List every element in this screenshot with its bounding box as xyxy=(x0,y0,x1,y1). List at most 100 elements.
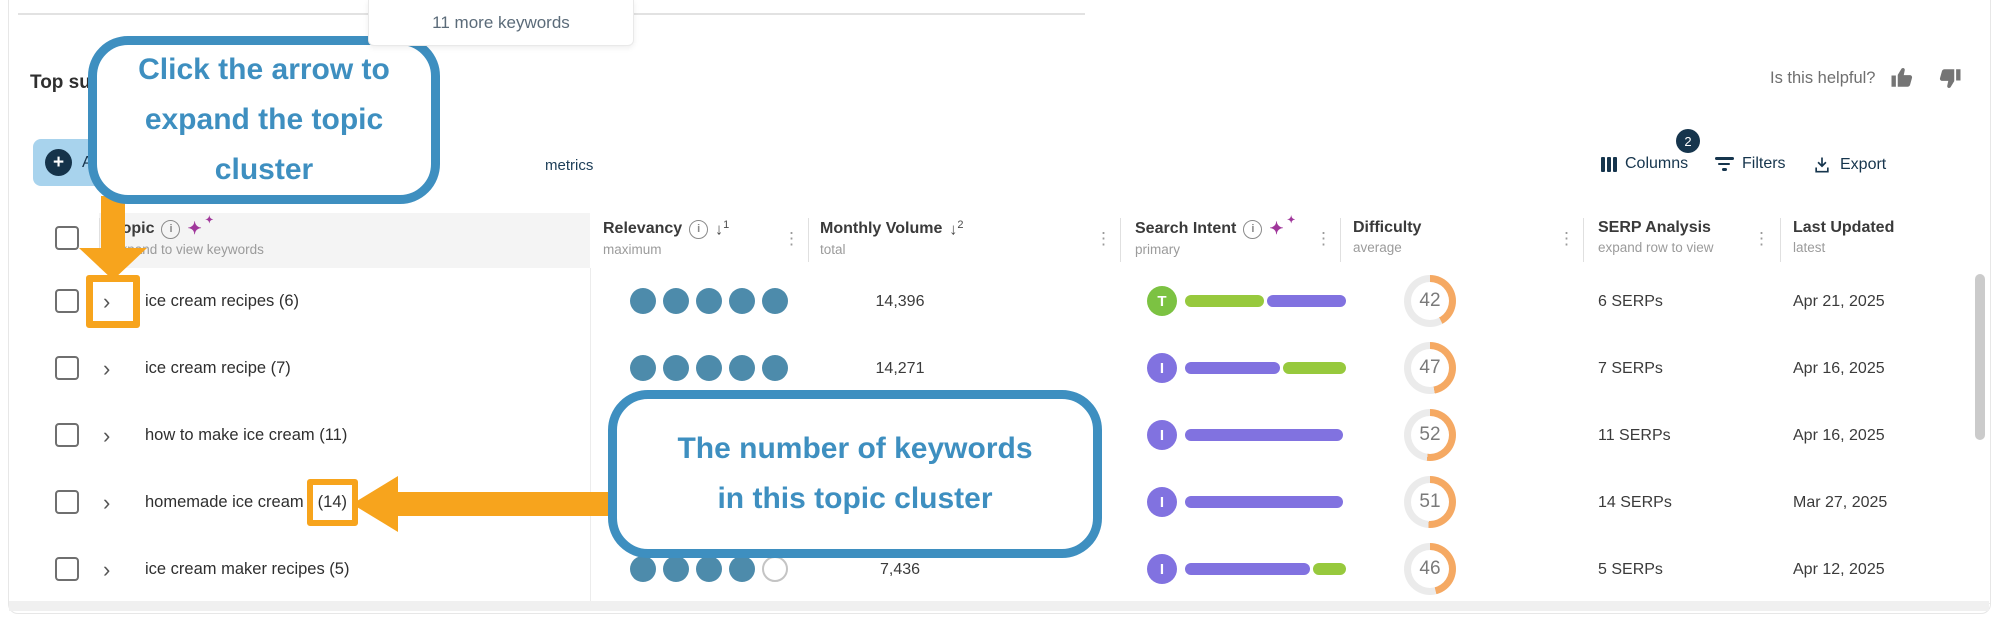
difficulty-donut: 47 xyxy=(1404,342,1456,394)
topic-label[interactable]: how to make ice cream (11) xyxy=(145,426,348,444)
columns-button[interactable]: Columns xyxy=(1601,155,1688,173)
thumbs-up-icon[interactable] xyxy=(1889,63,1919,93)
info-icon[interactable]: i xyxy=(1243,219,1263,239)
relevancy-dot-filled xyxy=(696,288,722,314)
card-border xyxy=(8,0,1991,614)
export-button[interactable]: Export xyxy=(1812,155,1886,175)
row-checkbox[interactable] xyxy=(55,356,79,380)
relevancy-dot-filled xyxy=(663,355,689,381)
topic-label[interactable]: ice cream maker recipes (5) xyxy=(145,560,350,578)
filter-icon xyxy=(1714,157,1734,171)
helpful-label: Is this helpful? xyxy=(1770,68,1876,87)
updated-date: Mar 27, 2025 xyxy=(1793,493,1888,511)
expand-chevron-icon[interactable]: › xyxy=(103,556,111,582)
keyword-count-highlight-box: (14) xyxy=(306,479,358,526)
relevancy-dot-filled xyxy=(729,556,755,582)
relevancy-dot-filled xyxy=(630,556,656,582)
column-menu-icon[interactable]: ⋮ xyxy=(1753,229,1770,248)
relevancy-dot-filled xyxy=(630,355,656,381)
topic-header-cell-bg xyxy=(99,213,590,268)
relevancy-dot-filled xyxy=(663,288,689,314)
annotation-arrow-down-icon xyxy=(79,248,147,280)
topic-text: homemade ice cream xyxy=(145,493,304,511)
relevancy-dot-filled xyxy=(729,355,755,381)
serp-count: 6 SERPs xyxy=(1598,292,1663,310)
updated-date: Apr 21, 2025 xyxy=(1793,292,1885,310)
select-all-checkbox[interactable] xyxy=(55,226,79,250)
relevancy-dots xyxy=(630,556,788,582)
filters-label: Filters xyxy=(1742,155,1786,172)
column-header-serp[interactable]: SERP Analysis expand row to view xyxy=(1598,219,1714,255)
relevancy-dots xyxy=(630,355,788,381)
column-header-updated[interactable]: Last Updated latest xyxy=(1793,219,1895,255)
expand-chevron-icon[interactable]: › xyxy=(103,489,111,515)
intent-bar xyxy=(1185,295,1346,307)
table-row: › ice cream recipes (6) 14,396 T 42 6 SE… xyxy=(9,268,1990,336)
column-header-relevancy[interactable]: Relevancy i ↓1 maximum xyxy=(603,219,730,258)
expand-chevron-icon[interactable]: › xyxy=(103,355,111,381)
table-header: Topic i ✦ ✦ expand to view keywords Relev… xyxy=(9,213,1990,269)
serp-count: 11 SERPs xyxy=(1598,426,1671,444)
topic-label[interactable]: ice cream recipe (7) xyxy=(145,359,291,377)
relevancy-dot-empty xyxy=(762,556,788,582)
serp-count: 5 SERPs xyxy=(1598,560,1663,578)
column-menu-icon[interactable]: ⋮ xyxy=(1095,229,1112,248)
topic-label[interactable]: homemade ice cream (14) xyxy=(145,469,358,536)
vertical-scrollbar[interactable] xyxy=(1975,274,1985,440)
row-checkbox[interactable] xyxy=(55,289,79,313)
expand-chevron-icon[interactable]: › xyxy=(103,288,111,314)
page-title: Top su xyxy=(30,72,91,93)
volume-value: 14,271 xyxy=(875,359,925,377)
columns-count-badge: 2 xyxy=(1676,129,1700,153)
difficulty-donut: 46 xyxy=(1404,543,1456,595)
column-menu-icon[interactable]: ⋮ xyxy=(1315,229,1332,248)
callout-expand-cluster: Click the arrow to expand the topic clus… xyxy=(88,36,440,204)
column-menu-icon[interactable]: ⋮ xyxy=(783,229,800,248)
more-keywords-tooltip: 11 more keywords xyxy=(368,0,634,46)
serp-count: 14 SERPs xyxy=(1598,493,1672,511)
difficulty-donut: 51 xyxy=(1404,476,1456,528)
ai-sparkles-icon: ✦ ✦ xyxy=(187,215,214,238)
sort-indicator: ↓2 xyxy=(949,219,964,239)
info-icon[interactable]: i xyxy=(689,219,709,239)
relevancy-dots xyxy=(630,288,788,314)
difficulty-donut: 42 xyxy=(1404,275,1456,327)
more-keywords-text: 11 more keywords xyxy=(432,12,570,32)
horizontal-scroll-track[interactable] xyxy=(9,601,1989,611)
annotation-arrow-down-stem xyxy=(101,196,125,252)
info-icon[interactable]: i xyxy=(161,219,181,239)
thumbs-down-icon[interactable] xyxy=(1933,63,1963,93)
column-menu-icon[interactable]: ⋮ xyxy=(1558,229,1575,248)
volume-value: 7,436 xyxy=(879,560,921,578)
updated-date: Apr 16, 2025 xyxy=(1793,359,1885,377)
intent-badge: T xyxy=(1147,286,1177,316)
row-checkbox[interactable] xyxy=(55,423,79,447)
row-checkbox[interactable] xyxy=(55,490,79,514)
metrics-link[interactable]: metrics xyxy=(545,157,594,174)
relevancy-dot-filled xyxy=(762,288,788,314)
column-header-intent[interactable]: Search Intent i ✦ ✦ primary xyxy=(1135,215,1296,257)
intent-bar xyxy=(1185,362,1346,374)
row-checkbox[interactable] xyxy=(55,557,79,581)
intent-badge: I xyxy=(1147,487,1177,517)
intent-badge: I xyxy=(1147,353,1177,383)
filters-button[interactable]: Filters xyxy=(1714,155,1786,173)
intent-badge: I xyxy=(1147,554,1177,584)
topic-label[interactable]: ice cream recipes (6) xyxy=(145,292,300,310)
callout-keyword-count: The number of keywords in this topic clu… xyxy=(608,390,1102,558)
export-label: Export xyxy=(1840,156,1887,173)
annotation-chevron-highlight-box xyxy=(86,275,140,328)
relevancy-dot-filled xyxy=(696,556,722,582)
column-header-topic[interactable]: Topic i ✦ ✦ expand to view keywords xyxy=(113,215,264,257)
expand-chevron-icon[interactable]: › xyxy=(103,422,111,448)
column-header-difficulty[interactable]: Difficulty average xyxy=(1353,219,1422,255)
column-header-volume[interactable]: Monthly Volume ↓2 total xyxy=(820,219,964,258)
relevancy-dot-filled xyxy=(630,288,656,314)
relevancy-dot-filled xyxy=(696,355,722,381)
intent-bar xyxy=(1185,429,1343,441)
difficulty-donut: 52 xyxy=(1404,409,1456,461)
annotation-arrow-left-stem xyxy=(396,492,614,516)
columns-icon xyxy=(1601,156,1617,172)
serp-count: 7 SERPs xyxy=(1598,359,1663,377)
